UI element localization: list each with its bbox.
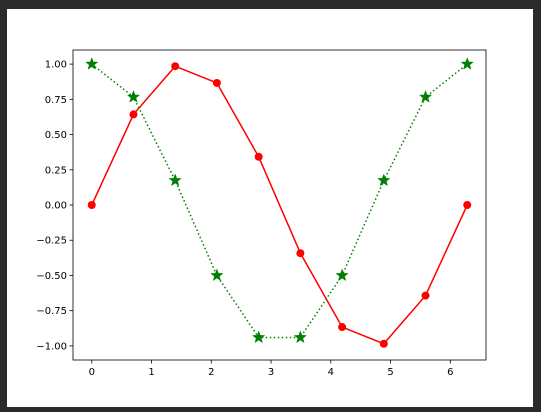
x-tick-label: 0 xyxy=(89,367,95,378)
y-tick-label: 1.00 xyxy=(45,60,67,71)
x-tick-label: 5 xyxy=(387,367,393,378)
series-2-star-marker xyxy=(169,174,181,185)
series-2 xyxy=(86,58,473,343)
series-1-point-marker xyxy=(255,153,263,161)
y-tick-label: −1.00 xyxy=(36,341,67,352)
series-1-point-marker xyxy=(171,62,179,70)
series-1-point-marker xyxy=(463,201,471,209)
series-1-line xyxy=(92,66,467,344)
series-1-point-marker xyxy=(422,292,430,300)
axes-layer: 0 1 2 3 4 5 6 1.00 0.75 0.50 0.25 0.00 −0.25 −0.50 −0.… xyxy=(36,50,486,378)
y-tick-label: 0.75 xyxy=(45,95,67,106)
series-2-star-marker xyxy=(294,331,306,342)
series-1-point-marker xyxy=(129,110,137,118)
series-2-star-marker xyxy=(127,91,139,102)
series-2-star-marker xyxy=(253,331,265,342)
series-layer xyxy=(86,58,473,348)
series-1-point-marker xyxy=(296,249,304,257)
y-tick-label: −0.50 xyxy=(36,271,67,282)
y-tick-label: −0.25 xyxy=(36,236,67,247)
series-1-point-marker xyxy=(380,340,388,348)
series-2-star-marker xyxy=(378,174,390,185)
x-tick-label: 1 xyxy=(148,367,154,378)
series-2-star-marker xyxy=(336,269,348,280)
y-tick-label: 0.00 xyxy=(45,201,67,212)
series-1-point-marker xyxy=(338,323,346,331)
series-2-star-marker xyxy=(461,58,473,69)
series-1-point-marker xyxy=(213,79,221,87)
line-chart: 0 1 2 3 4 5 6 1.00 0.75 0.50 0.25 0.00 −0.25 −0.50 −0.… xyxy=(7,9,533,407)
series-1-point-marker xyxy=(88,201,96,209)
y-tick-label: 0.50 xyxy=(45,130,67,141)
figure-canvas: 0 1 2 3 4 5 6 1.00 0.75 0.50 0.25 0.00 −0.25 −0.50 −0.… xyxy=(7,9,533,407)
series-1 xyxy=(88,62,471,348)
x-tick-label: 2 xyxy=(208,367,214,378)
y-tick-label: 0.25 xyxy=(45,165,67,176)
series-2-star-marker xyxy=(420,91,432,102)
x-tick-label: 3 xyxy=(268,367,274,378)
x-tick-label: 4 xyxy=(328,367,334,378)
series-2-star-marker xyxy=(211,269,223,280)
x-tick-label: 6 xyxy=(447,367,453,378)
y-tick-label: −0.75 xyxy=(36,306,67,317)
series-2-line xyxy=(92,64,467,337)
